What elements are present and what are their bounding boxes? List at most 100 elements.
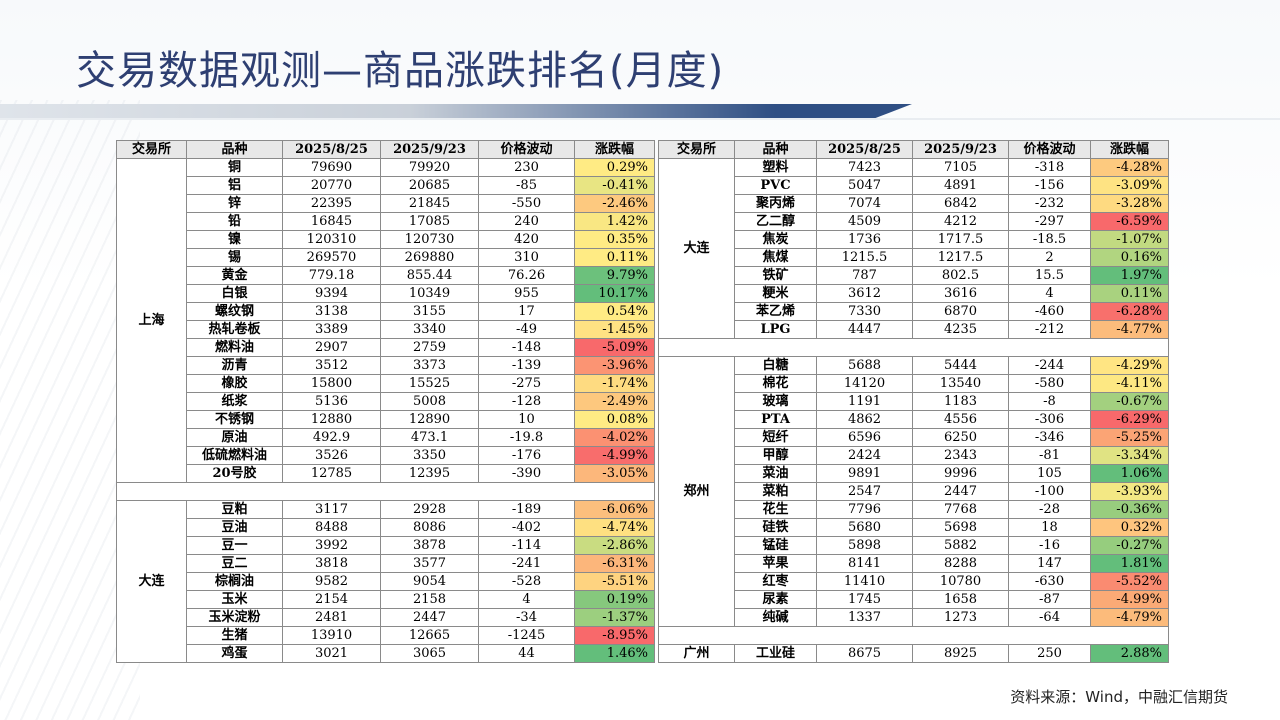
price-0825-cell: 15800 — [282, 374, 381, 393]
price-0825-cell: 8675 — [816, 644, 913, 663]
price-0825-cell: 3021 — [282, 644, 381, 663]
variety-cell: LPG — [734, 320, 817, 339]
price-0825-cell: 779.18 — [282, 266, 381, 285]
variety-cell: 豆二 — [186, 554, 283, 573]
table-row: 尿素 1745 1658 -87 -4.99% — [659, 590, 1169, 609]
variety-cell: 铅 — [186, 212, 283, 231]
table-row: 20号胶 12785 12395 -390 -3.05% — [117, 464, 655, 483]
price-0923-cell: 1183 — [912, 392, 1009, 411]
pct-change-cell: -6.29% — [1090, 410, 1169, 429]
pct-change-cell: -2.46% — [574, 194, 655, 213]
exchange-cell: 上海 — [116, 158, 187, 483]
price-0923-cell: 20685 — [380, 176, 479, 195]
price-change-cell: -306 — [1008, 410, 1091, 429]
variety-cell: 橡胶 — [186, 374, 283, 393]
table-row: 焦煤 1215.5 1217.5 2 0.16% — [659, 248, 1169, 267]
table-row: 纯碱 1337 1273 -64 -4.79% — [659, 608, 1169, 627]
pct-change-cell: -5.25% — [1090, 428, 1169, 447]
variety-cell: 焦炭 — [734, 230, 817, 249]
price-0923-cell: 7105 — [912, 158, 1009, 177]
price-0923-cell: 10780 — [912, 572, 1009, 591]
variety-cell: 苯乙烯 — [734, 302, 817, 321]
pct-change-cell: 0.35% — [574, 230, 655, 249]
header-band — [0, 104, 912, 118]
table-row: 螺纹钢 3138 3155 17 0.54% — [117, 302, 655, 321]
variety-cell: 菜粕 — [734, 482, 817, 501]
pct-change-cell: -0.67% — [1090, 392, 1169, 411]
variety-cell: 玉米 — [186, 590, 283, 609]
price-0923-cell: 6870 — [912, 302, 1009, 321]
variety-cell: 镍 — [186, 230, 283, 249]
price-change-cell: 4 — [1008, 284, 1091, 303]
price-0825-cell: 5136 — [282, 392, 381, 411]
variety-cell: 乙二醇 — [734, 212, 817, 231]
pct-change-cell: -6.06% — [574, 500, 655, 519]
pct-change-cell: 1.06% — [1090, 464, 1169, 483]
separator-cell — [658, 338, 1169, 357]
price-0825-cell: 12785 — [282, 464, 381, 483]
price-change-cell: 147 — [1008, 554, 1091, 573]
variety-cell: 白糖 — [734, 356, 817, 375]
price-0825-cell: 8488 — [282, 518, 381, 537]
source-note: 资料来源：Wind，中融汇信期货 — [1010, 688, 1228, 706]
variety-cell: PVC — [734, 176, 817, 195]
price-change-cell: -528 — [478, 572, 575, 591]
price-change-cell: 17 — [478, 302, 575, 321]
price-change-cell: -114 — [478, 536, 575, 555]
table-row: 棉花 14120 13540 -580 -4.11% — [659, 374, 1169, 393]
price-0923-cell: 8086 — [380, 518, 479, 537]
table-row: 红枣 11410 10780 -630 -5.52% — [659, 572, 1169, 591]
price-change-cell: 4 — [478, 590, 575, 609]
price-0923-cell: 120730 — [380, 230, 479, 249]
price-0825-cell: 3526 — [282, 446, 381, 465]
table-row: 花生 7796 7768 -28 -0.36% — [659, 500, 1169, 519]
variety-cell: 纸浆 — [186, 392, 283, 411]
variety-cell: 螺纹钢 — [186, 302, 283, 321]
price-0923-cell: 13540 — [912, 374, 1009, 393]
exchange-cell: 大连 — [116, 500, 187, 663]
table-row: 鸡蛋 3021 3065 44 1.46% — [117, 644, 655, 663]
price-change-cell: 15.5 — [1008, 266, 1091, 285]
price-0923-cell: 7768 — [912, 500, 1009, 519]
exchange-cell: 广州 — [658, 644, 735, 663]
pct-change-cell: -5.51% — [574, 572, 655, 591]
price-change-cell: -212 — [1008, 320, 1091, 339]
pct-change-cell: 0.54% — [574, 302, 655, 321]
price-0825-cell: 3612 — [816, 284, 913, 303]
price-0923-cell: 4556 — [912, 410, 1009, 429]
price-0825-cell: 269570 — [282, 248, 381, 267]
price-0825-cell: 7423 — [816, 158, 913, 177]
separator-row — [658, 626, 1169, 645]
price-0923-cell: 2343 — [912, 446, 1009, 465]
variety-cell: 黄金 — [186, 266, 283, 285]
right-table: 交易所 品种 2025/8/25 2025/9/23 价格波动 涨跌幅 大连 塑料… — [658, 140, 1169, 663]
table-row: 生猪 13910 12665 -1245 -8.95% — [117, 626, 655, 645]
pct-change-cell: -6.59% — [1090, 212, 1169, 231]
price-0825-cell: 2907 — [282, 338, 381, 357]
table-row: 玉米淀粉 2481 2447 -34 -1.37% — [117, 608, 655, 627]
price-0825-cell: 9394 — [282, 284, 381, 303]
price-0825-cell: 3389 — [282, 320, 381, 339]
price-0825-cell: 5688 — [816, 356, 913, 375]
price-0825-cell: 11410 — [816, 572, 913, 591]
pct-change-cell: 10.17% — [574, 284, 655, 303]
table-row: 棕榈油 9582 9054 -528 -5.51% — [117, 572, 655, 591]
table-row: 热轧卷板 3389 3340 -49 -1.45% — [117, 320, 655, 339]
variety-cell: 工业硅 — [734, 644, 817, 663]
price-0923-cell: 9054 — [380, 572, 479, 591]
price-0825-cell: 12880 — [282, 410, 381, 429]
price-0923-cell: 10349 — [380, 284, 479, 303]
header-date2: 2025/9/23 — [380, 140, 479, 159]
header-variety: 品种 — [734, 140, 817, 159]
variety-cell: 棉花 — [734, 374, 817, 393]
variety-cell: 锰硅 — [734, 536, 817, 555]
pct-change-cell: 0.11% — [1090, 284, 1169, 303]
pct-change-cell: -4.11% — [1090, 374, 1169, 393]
table-row: 不锈钢 12880 12890 10 0.08% — [117, 410, 655, 429]
price-0825-cell: 7074 — [816, 194, 913, 213]
price-0923-cell: 3350 — [380, 446, 479, 465]
table-row: 铁矿 787 802.5 15.5 1.97% — [659, 266, 1169, 285]
header-date1: 2025/8/25 — [282, 140, 381, 159]
table-row: 郑州 白糖 5688 5444 -244 -4.29% — [658, 356, 1169, 627]
pct-change-cell: -4.99% — [574, 446, 655, 465]
